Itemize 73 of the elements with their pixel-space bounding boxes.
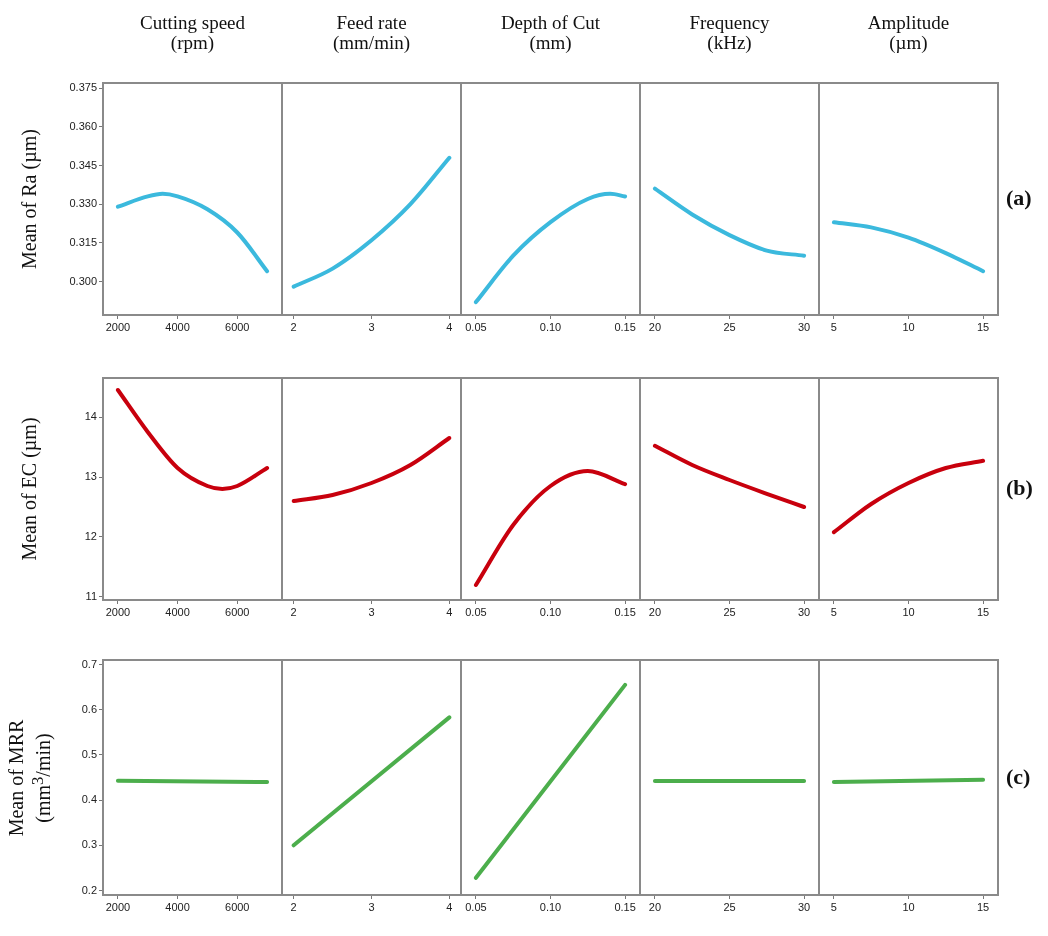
y-axis-title: Mean of EC (µm) — [18, 417, 40, 561]
x-tick-label: 3 — [368, 605, 375, 618]
y-tick-label: 0.4 — [81, 793, 97, 806]
chart-title: Cutting speed (rpm) — [139, 12, 246, 53]
x-tick-label: 2 — [290, 320, 297, 333]
x-tick-label: 15 — [976, 320, 990, 333]
y-tick-label: 0.5 — [81, 747, 97, 760]
x-tick-label: 2 — [290, 900, 297, 913]
x-tick-label: 4000 — [165, 900, 190, 913]
x-tick-label: 4 — [446, 605, 453, 618]
x-tick-label: 0.05 — [465, 605, 487, 618]
x-tick-label: 0.15 — [614, 320, 636, 333]
x-tick-label: 25 — [723, 900, 736, 913]
x-tick-label: 2000 — [105, 605, 131, 618]
line-series — [115, 191, 270, 274]
x-tick-label: 30 — [797, 320, 811, 333]
x-tick-label: 5 — [830, 605, 837, 618]
chart-title: Amplitude (µm) — [866, 12, 951, 53]
y-tick-label: 0.7 — [81, 657, 97, 670]
x-tick-label: 10 — [902, 900, 915, 913]
y-tick-label: 0.330 — [69, 197, 97, 210]
x-tick-label: 6000 — [225, 605, 250, 618]
x-tick-label: 20 — [648, 320, 662, 333]
x-tick-label: 2000 — [105, 900, 131, 913]
x-tick-label: 15 — [976, 900, 990, 913]
x-tick-label: 2 — [290, 605, 297, 618]
x-tick-label: 25 — [723, 605, 736, 618]
x-tick-label: 0.10 — [539, 900, 562, 913]
y-tick-label: 13 — [84, 470, 97, 483]
x-tick-label: 4 — [446, 900, 453, 913]
y-tick-label: 0.375 — [69, 81, 97, 94]
x-tick-label: 20 — [648, 605, 662, 618]
x-tick-label: 0.15 — [614, 900, 636, 913]
x-tick-label: 0.10 — [539, 605, 562, 618]
y-tick-label: 11 — [85, 590, 97, 603]
x-tick-label: 6000 — [225, 900, 250, 913]
x-tick-label: 25 — [723, 320, 736, 333]
x-tick-label: 0.05 — [465, 320, 487, 333]
y-tick-label: 0.360 — [69, 119, 97, 132]
x-tick-label: 4000 — [165, 605, 190, 618]
x-tick-label: 5 — [830, 320, 837, 333]
x-tick-label: 3 — [368, 320, 375, 333]
text: (c) — [1006, 763, 1031, 790]
line-series — [115, 388, 270, 491]
x-tick-label: 10 — [902, 320, 915, 333]
y-tick-label: 14 — [84, 410, 97, 423]
y-tick-label: 0.2 — [81, 883, 97, 896]
y-tick-label: 0.300 — [69, 274, 97, 287]
x-tick-label: 4000 — [165, 320, 190, 333]
x-tick-label: 30 — [797, 605, 811, 618]
x-tick-label: 0.10 — [539, 320, 562, 333]
y-tick-label: 0.315 — [69, 235, 97, 248]
chart-title: Depth of Cut (mm) — [499, 12, 602, 53]
chart-title: Feed rate (mm/min) — [331, 12, 412, 53]
x-tick-label: 6000 — [225, 320, 250, 333]
x-tick-label: 30 — [797, 900, 811, 913]
x-tick-label: 0.05 — [465, 900, 487, 913]
y-tick-label: 0.3 — [81, 838, 97, 851]
y-tick-label: 0.6 — [81, 702, 97, 715]
x-tick-label: 15 — [976, 605, 990, 618]
x-tick-label: 4 — [446, 320, 453, 333]
y-tick-label: 12 — [84, 530, 97, 543]
y-tick-label: 0.345 — [69, 158, 97, 171]
x-tick-label: 3 — [368, 900, 375, 913]
x-tick-label: 10 — [902, 605, 915, 618]
x-tick-label: 5 — [830, 900, 837, 913]
x-tick-label: 2000 — [105, 320, 131, 333]
chart-title: Frequency (kHz) — [688, 12, 771, 53]
text: (a) — [1006, 185, 1032, 211]
y-axis-title: Mean of Ra (µm) — [18, 129, 40, 269]
x-tick-label: 0.15 — [614, 605, 636, 618]
text: (b) — [1006, 475, 1033, 501]
x-tick-label: 20 — [648, 900, 662, 913]
